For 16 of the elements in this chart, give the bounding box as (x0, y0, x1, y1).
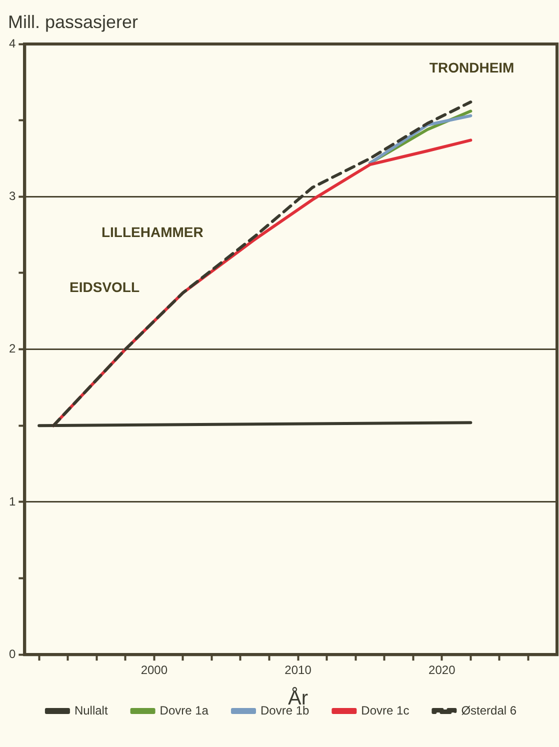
y-tick-label: 1 (8, 494, 16, 508)
annotation: LILLEHAMMER (101, 224, 204, 240)
legend-label: Østerdal 6 (461, 703, 517, 718)
legend-label: Nullalt (74, 703, 108, 718)
x-tick-label: 2010 (284, 663, 312, 678)
y-tick-label: 0 (8, 646, 16, 661)
legend-label: Dovre 1a (160, 703, 209, 718)
x-tick-label: 2000 (140, 663, 168, 678)
y-axis-title: Mill. passasjerer (8, 12, 138, 32)
annotation: TRONDHEIM (429, 59, 514, 76)
annotation: EIDSVOLL (70, 279, 140, 296)
y-tick-label: 3 (8, 188, 16, 203)
y-tick-label: 2 (8, 342, 16, 356)
x-tick-label: 2020 (428, 663, 456, 678)
y-tick-label: 4 (8, 36, 16, 50)
legend-label: Dovre 1c (361, 703, 410, 718)
